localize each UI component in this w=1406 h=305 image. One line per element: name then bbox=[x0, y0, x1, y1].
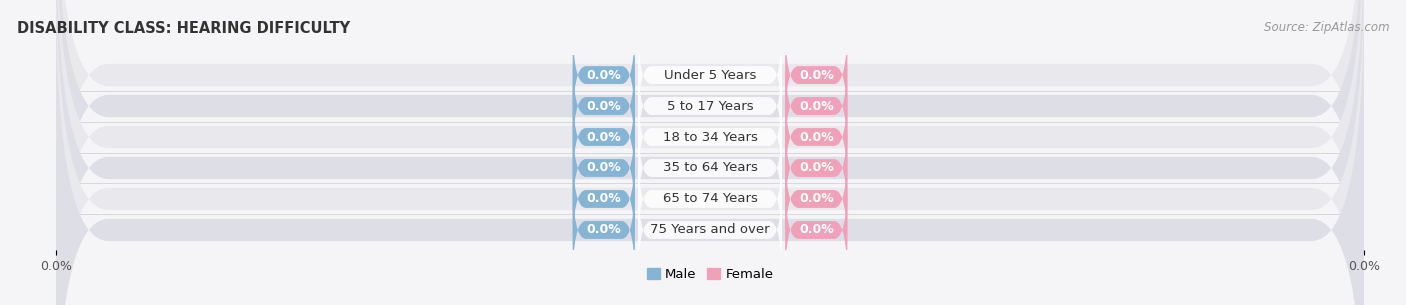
FancyBboxPatch shape bbox=[572, 84, 636, 190]
FancyBboxPatch shape bbox=[638, 115, 782, 221]
FancyBboxPatch shape bbox=[56, 0, 1364, 305]
Text: 0.0%: 0.0% bbox=[799, 192, 834, 206]
FancyBboxPatch shape bbox=[638, 146, 782, 252]
FancyBboxPatch shape bbox=[785, 53, 848, 159]
FancyBboxPatch shape bbox=[785, 177, 848, 283]
Text: 35 to 64 Years: 35 to 64 Years bbox=[662, 161, 758, 174]
FancyBboxPatch shape bbox=[56, 0, 1364, 305]
FancyBboxPatch shape bbox=[638, 53, 782, 159]
FancyBboxPatch shape bbox=[572, 177, 636, 283]
FancyBboxPatch shape bbox=[56, 0, 1364, 305]
FancyBboxPatch shape bbox=[572, 115, 636, 221]
Text: 65 to 74 Years: 65 to 74 Years bbox=[662, 192, 758, 206]
Text: 0.0%: 0.0% bbox=[799, 69, 834, 81]
Text: 0.0%: 0.0% bbox=[799, 161, 834, 174]
FancyBboxPatch shape bbox=[785, 115, 848, 221]
Text: 0.0%: 0.0% bbox=[799, 224, 834, 236]
FancyBboxPatch shape bbox=[638, 22, 782, 128]
FancyBboxPatch shape bbox=[56, 0, 1364, 305]
Text: Source: ZipAtlas.com: Source: ZipAtlas.com bbox=[1264, 21, 1389, 34]
FancyBboxPatch shape bbox=[572, 22, 636, 128]
Text: 18 to 34 Years: 18 to 34 Years bbox=[662, 131, 758, 144]
Legend: Male, Female: Male, Female bbox=[641, 263, 779, 286]
Text: 0.0%: 0.0% bbox=[799, 99, 834, 113]
FancyBboxPatch shape bbox=[638, 84, 782, 190]
Text: 0.0%: 0.0% bbox=[586, 131, 621, 144]
Text: DISABILITY CLASS: HEARING DIFFICULTY: DISABILITY CLASS: HEARING DIFFICULTY bbox=[17, 21, 350, 36]
Text: 0.0%: 0.0% bbox=[799, 131, 834, 144]
Text: 75 Years and over: 75 Years and over bbox=[650, 224, 770, 236]
Text: 0.0%: 0.0% bbox=[586, 161, 621, 174]
FancyBboxPatch shape bbox=[572, 53, 636, 159]
FancyBboxPatch shape bbox=[638, 177, 782, 283]
Text: 0.0%: 0.0% bbox=[586, 224, 621, 236]
Text: Under 5 Years: Under 5 Years bbox=[664, 69, 756, 81]
FancyBboxPatch shape bbox=[785, 22, 848, 128]
Text: 0.0%: 0.0% bbox=[586, 192, 621, 206]
FancyBboxPatch shape bbox=[572, 146, 636, 252]
Text: 0.0%: 0.0% bbox=[586, 69, 621, 81]
FancyBboxPatch shape bbox=[56, 0, 1364, 305]
FancyBboxPatch shape bbox=[785, 146, 848, 252]
Text: 0.0%: 0.0% bbox=[586, 99, 621, 113]
FancyBboxPatch shape bbox=[785, 84, 848, 190]
Text: 5 to 17 Years: 5 to 17 Years bbox=[666, 99, 754, 113]
FancyBboxPatch shape bbox=[56, 0, 1364, 305]
